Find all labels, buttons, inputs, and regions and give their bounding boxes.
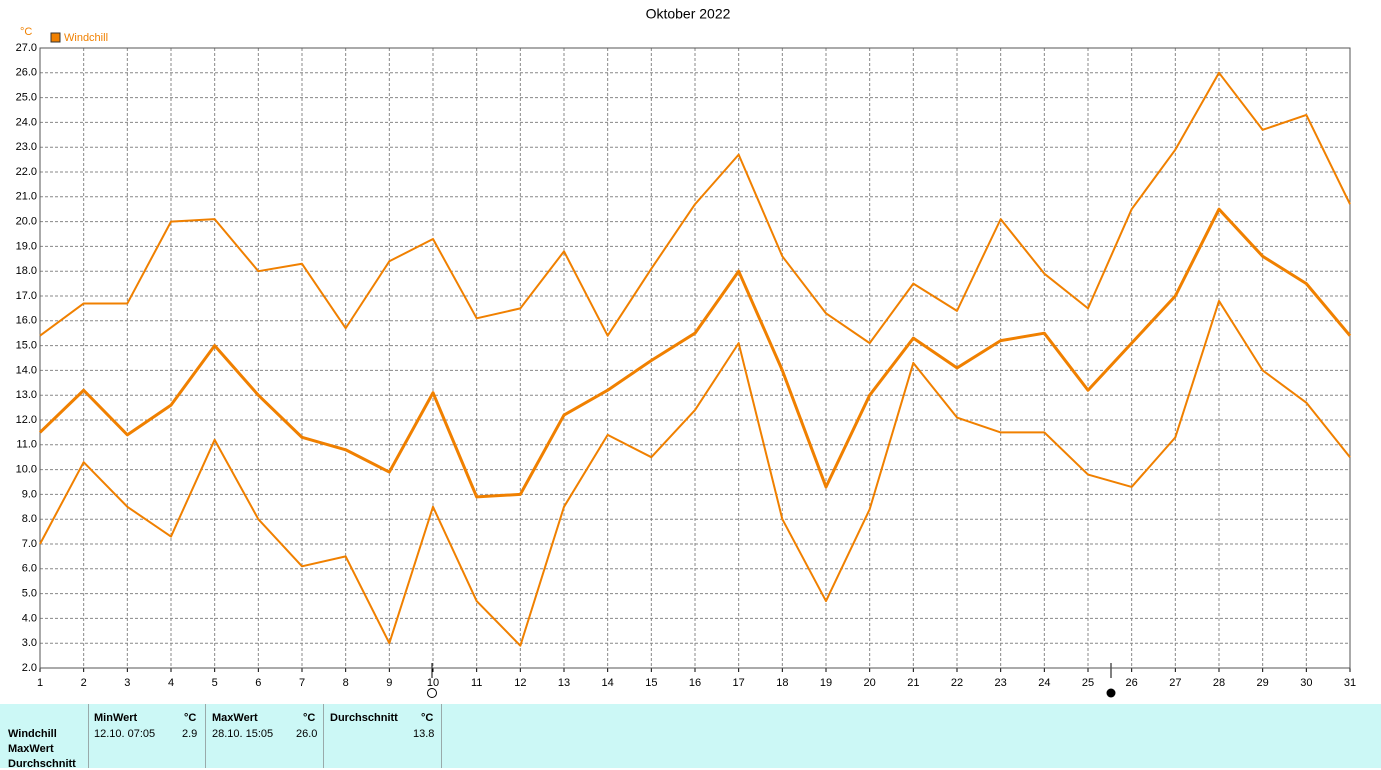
x-tick-label: 31 bbox=[1344, 677, 1356, 689]
col-header: MinWert bbox=[94, 712, 138, 724]
x-tick-label: 15 bbox=[645, 677, 657, 689]
cell: 13.8 bbox=[413, 728, 435, 740]
x-tick-label: 17 bbox=[733, 677, 745, 689]
y-tick-label: 9.0 bbox=[22, 488, 37, 500]
y-tick-label: 8.0 bbox=[22, 513, 37, 525]
x-tick-label: 20 bbox=[864, 677, 876, 689]
x-tick-label: 9 bbox=[386, 677, 392, 689]
y-tick-label: 26.0 bbox=[16, 67, 37, 79]
y-tick-label: 4.0 bbox=[22, 612, 37, 624]
series-line bbox=[39, 299, 1351, 647]
col-unit: °C bbox=[184, 712, 197, 724]
y-tick-label: 11.0 bbox=[16, 439, 37, 451]
x-tick-label: 3 bbox=[124, 677, 130, 689]
x-tick-label: 4 bbox=[168, 677, 174, 689]
x-tick-label: 25 bbox=[1082, 677, 1094, 689]
y-tick-label: 12.0 bbox=[16, 414, 37, 426]
chart-title: Oktober 2022 bbox=[646, 6, 731, 22]
x-tick-label: 27 bbox=[1169, 677, 1181, 689]
y-tick-label: 5.0 bbox=[22, 588, 37, 600]
x-tick-label: 30 bbox=[1300, 677, 1312, 689]
x-tick-label: 12 bbox=[514, 677, 526, 689]
y-tick-label: 10.0 bbox=[16, 464, 37, 476]
y-tick-label: 21.0 bbox=[16, 191, 37, 203]
y-tick-label: 23.0 bbox=[16, 141, 37, 153]
y-tick-label: 20.0 bbox=[16, 216, 37, 228]
row-label: Windchill bbox=[8, 728, 57, 740]
chart: Oktober 2022 °C Windchill 2.0 3.0 4.0 5.0 6.… bbox=[16, 6, 1356, 698]
cell: 2.9 bbox=[182, 728, 198, 740]
x-tick-label: 11 bbox=[471, 677, 482, 689]
y-tick-label: 15.0 bbox=[16, 340, 37, 352]
x-tick-label: 5 bbox=[212, 677, 218, 689]
legend-swatch bbox=[50, 32, 61, 43]
y-tick-label: 2.0 bbox=[22, 662, 37, 674]
full-moon bbox=[427, 688, 437, 698]
separator bbox=[323, 704, 324, 768]
x-tick-label: 2 bbox=[81, 677, 87, 689]
y-unit: °C bbox=[20, 26, 32, 38]
separator bbox=[88, 704, 89, 768]
y-tick-label: 7.0 bbox=[22, 538, 37, 550]
separator bbox=[205, 704, 206, 768]
col-header: MaxWert bbox=[212, 712, 258, 724]
y-tick-label: 16.0 bbox=[16, 315, 37, 327]
separator bbox=[441, 704, 442, 768]
x-tick-label: 19 bbox=[820, 677, 832, 689]
x-tick-label: 8 bbox=[343, 677, 349, 689]
x-tick-label: 22 bbox=[951, 677, 963, 689]
row-label: MaxWert bbox=[8, 743, 54, 755]
cell: 12.10. 07:05 bbox=[94, 728, 156, 740]
legend-label: Windchill bbox=[64, 32, 108, 44]
x-tick-label: 7 bbox=[299, 677, 305, 689]
x-tick-label: 21 bbox=[907, 677, 919, 689]
x-tick-label: 18 bbox=[776, 677, 788, 689]
new-moon bbox=[1106, 688, 1116, 698]
y-tick-label: 24.0 bbox=[16, 116, 37, 128]
plot-border bbox=[39, 47, 1351, 669]
y-tick-label: 18.0 bbox=[16, 265, 37, 277]
y-tick-label: 3.0 bbox=[22, 637, 37, 649]
y-tick-label: 6.0 bbox=[22, 563, 37, 575]
col-header: Durchschnitt bbox=[330, 712, 398, 724]
x-tick-label: 29 bbox=[1257, 677, 1269, 689]
series-line bbox=[39, 71, 1351, 345]
col-unit: °C bbox=[421, 712, 434, 724]
y-tick-label: 19.0 bbox=[16, 240, 37, 252]
y-tick-label: 17.0 bbox=[16, 290, 37, 302]
y-tick-label: 25.0 bbox=[16, 92, 37, 104]
x-tick-label: 10 bbox=[427, 677, 439, 689]
x-tick-label: 13 bbox=[558, 677, 570, 689]
y-tick-label: 13.0 bbox=[16, 389, 37, 401]
x-tick-label: 14 bbox=[602, 677, 614, 689]
stats-table: Windchill MaxWert Durchschnitt MinWert °… bbox=[0, 704, 1381, 770]
x-tick-label: 16 bbox=[689, 677, 701, 689]
cell: 26.0 bbox=[296, 728, 318, 740]
x-tick-label: 6 bbox=[255, 677, 261, 689]
x-tick-label: 26 bbox=[1126, 677, 1138, 689]
y-tick-label: 27.0 bbox=[16, 42, 37, 54]
y-tick-label: 22.0 bbox=[16, 166, 37, 178]
col-unit: °C bbox=[303, 712, 316, 724]
row-label: Durchschnitt bbox=[8, 758, 76, 770]
series-line bbox=[38, 207, 1352, 499]
x-tick-label: 24 bbox=[1038, 677, 1050, 689]
y-tick-label: 14.0 bbox=[16, 364, 37, 376]
x-tick-label: 23 bbox=[995, 677, 1007, 689]
x-tick-label: 28 bbox=[1213, 677, 1225, 689]
x-tick-label: 1 bbox=[37, 677, 43, 689]
cell: 28.10. 15:05 bbox=[212, 728, 274, 740]
